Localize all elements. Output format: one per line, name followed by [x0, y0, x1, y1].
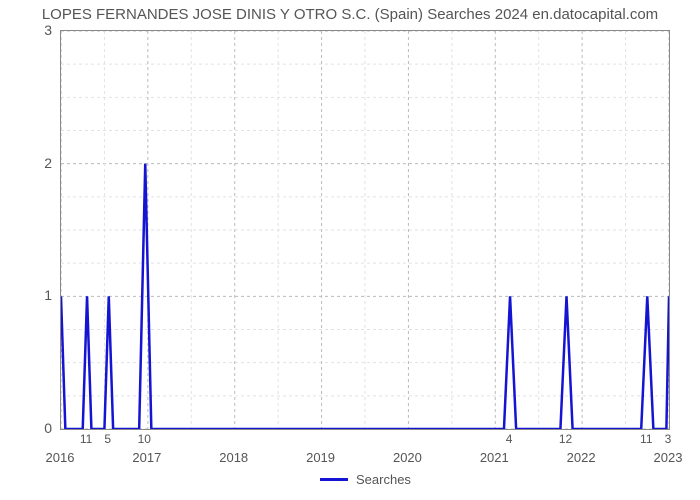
xtick-year: 2018 — [219, 450, 248, 465]
xtick-year: 2016 — [46, 450, 75, 465]
ytick-label: 0 — [12, 420, 52, 436]
xtick-year: 2022 — [567, 450, 596, 465]
xtick-year: 2017 — [132, 450, 161, 465]
ytick-label: 3 — [12, 22, 52, 38]
plot-area — [60, 30, 670, 430]
xtick-year: 2021 — [480, 450, 509, 465]
point-label: 12 — [559, 432, 572, 446]
ytick-label: 1 — [12, 287, 52, 303]
point-label: 3 — [665, 432, 672, 446]
xtick-year: 2023 — [654, 450, 683, 465]
xtick-year: 2020 — [393, 450, 422, 465]
plot-svg — [61, 31, 669, 429]
legend: Searches — [320, 472, 411, 487]
point-label: 4 — [506, 432, 513, 446]
legend-swatch — [320, 478, 348, 481]
point-label: 5 — [104, 432, 111, 446]
point-label: 11 — [640, 432, 652, 446]
point-label: 10 — [138, 432, 151, 446]
xtick-year: 2019 — [306, 450, 335, 465]
legend-label: Searches — [356, 472, 411, 487]
point-label: 11 — [80, 432, 92, 446]
ytick-label: 2 — [12, 155, 52, 171]
chart-title: LOPES FERNANDES JOSE DINIS Y OTRO S.C. (… — [0, 6, 700, 23]
chart-container: LOPES FERNANDES JOSE DINIS Y OTRO S.C. (… — [0, 0, 700, 500]
